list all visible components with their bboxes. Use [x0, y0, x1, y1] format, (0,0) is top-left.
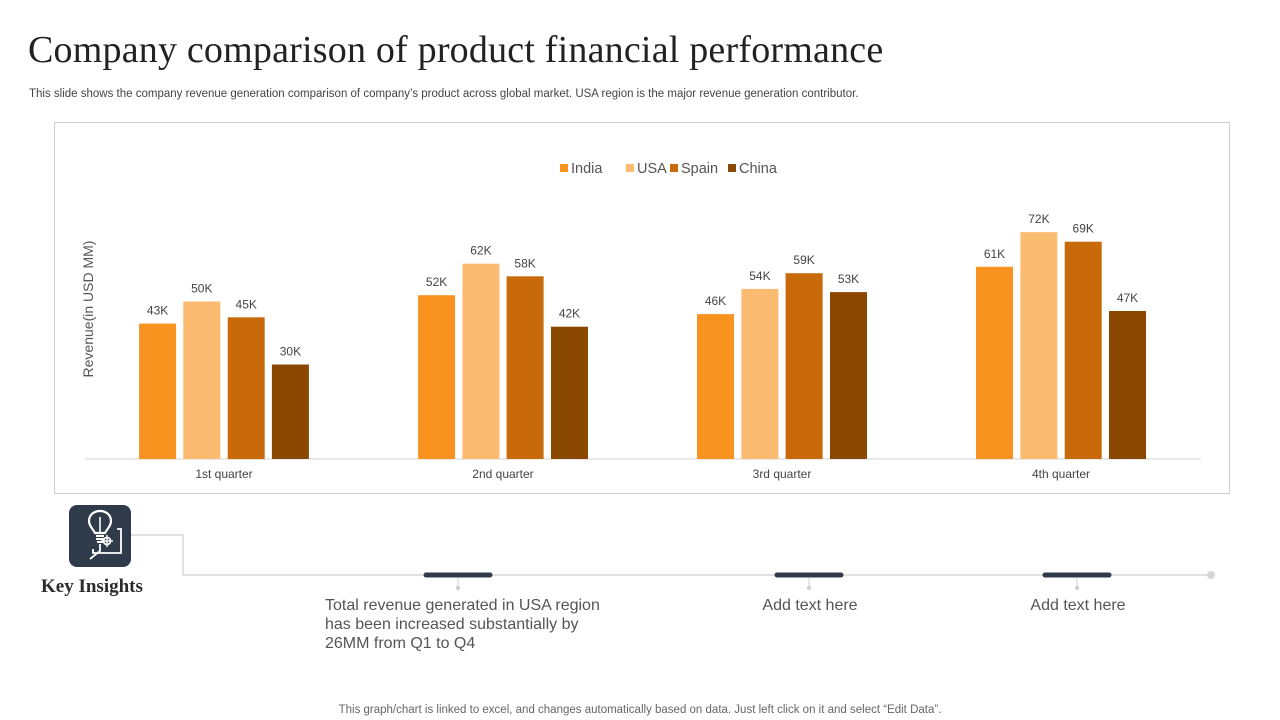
timeline-tick-dot — [455, 585, 461, 591]
data-label: 45K — [236, 297, 257, 311]
legend-item: USA — [637, 161, 667, 177]
chart-container[interactable]: 43K 52K 46K 61K 50K 62K 54K 72K 45K 58K 59K 69K 30K 4… — [54, 122, 1230, 494]
bar-usa-q2 — [462, 263, 500, 459]
insight-text-1[interactable]: Total revenue generated in USA region ha… — [325, 597, 600, 652]
bar-india-q2 — [418, 295, 456, 459]
data-label: 62K — [470, 244, 491, 258]
data-label: 47K — [1117, 291, 1138, 305]
bar-spain-q3 — [785, 273, 823, 459]
revenue-bar-chart: 43K 52K 46K 61K 50K 62K 54K 72K 45K 58K 59K 69K 30K 4… — [80, 161, 1201, 481]
x-tick-label: 1st quarter — [195, 467, 252, 481]
bar-india-q4 — [976, 266, 1013, 459]
insight-text-2[interactable]: Add text here — [762, 597, 858, 614]
x-tick-label: 3rd quarter — [753, 467, 812, 481]
data-label: 53K — [838, 272, 859, 286]
timeline-connector — [131, 534, 1210, 576]
timeline-end-dot — [1207, 571, 1215, 579]
data-label: 50K — [191, 282, 212, 296]
legend-item: China — [739, 161, 778, 177]
legend-item: India — [571, 161, 603, 177]
legend-swatch — [626, 164, 634, 172]
bar-usa-q3 — [741, 288, 779, 459]
bar-usa-q4 — [1020, 232, 1058, 459]
data-label: 72K — [1028, 212, 1049, 226]
bar-china-q4 — [1109, 311, 1146, 459]
legend-swatch — [670, 164, 678, 172]
data-label: 58K — [514, 256, 535, 270]
bar-spain-q4 — [1064, 241, 1102, 459]
x-tick-label: 2nd quarter — [472, 467, 533, 481]
y-axis-label: Revenue(in USD MM) — [80, 241, 96, 378]
data-label: 54K — [749, 269, 770, 283]
legend-swatch — [560, 164, 568, 172]
footer-note: This graph/chart is linked to excel, and… — [338, 704, 942, 716]
bar-india-q3 — [697, 314, 734, 459]
data-label: 61K — [984, 247, 1005, 261]
bar-china-q1 — [271, 364, 309, 459]
bar-spain-q1 — [227, 317, 265, 460]
legend-swatch — [728, 164, 736, 172]
data-label: 43K — [147, 304, 168, 318]
data-label: 30K — [280, 345, 301, 359]
timeline-tick-dot — [1074, 585, 1080, 591]
data-label: 59K — [793, 253, 814, 267]
data-label: 69K — [1073, 222, 1094, 236]
data-label: 42K — [559, 307, 580, 321]
data-label: 46K — [705, 294, 726, 308]
x-tick-label: 4th quarter — [1032, 467, 1090, 481]
insight-text-3[interactable]: Add text here — [1030, 597, 1126, 614]
key-insights-heading: Key Insights — [41, 576, 143, 597]
bar-china-q3 — [830, 292, 867, 459]
page-title: Company comparison of product financial … — [28, 29, 884, 71]
page-subtitle: This slide shows the company revenue gen… — [29, 88, 859, 100]
data-label: 52K — [426, 275, 447, 289]
bar-china-q2 — [551, 326, 588, 459]
timeline-tick-dot — [806, 585, 812, 591]
legend-item: Spain — [681, 161, 718, 177]
bar-india-q1 — [139, 323, 177, 459]
lightbulb-icon — [69, 505, 131, 567]
bar-spain-q2 — [506, 276, 544, 459]
bar-usa-q1 — [183, 301, 221, 459]
